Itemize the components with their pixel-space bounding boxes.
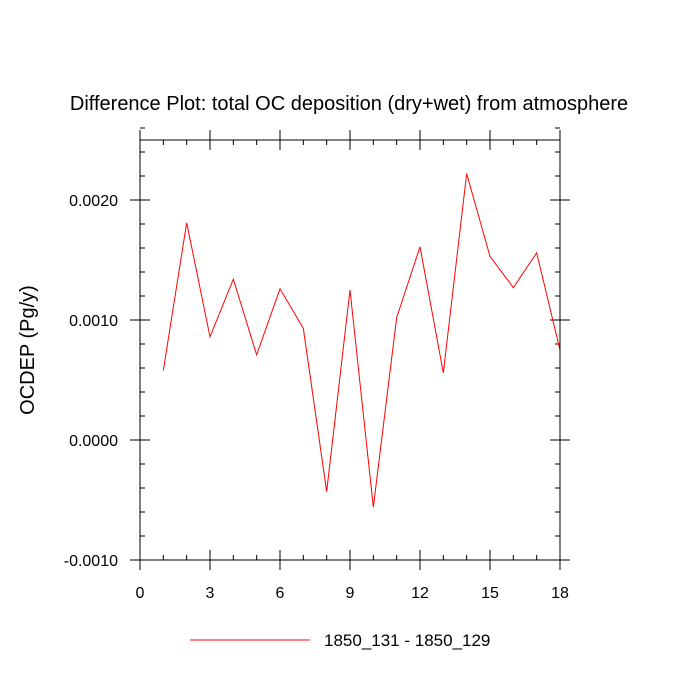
x-tick-label: 3 — [206, 585, 215, 602]
x-tick-label: 6 — [276, 585, 285, 602]
chart-title: Difference Plot: total OC deposition (dr… — [70, 93, 628, 115]
legend: 1850_131 - 1850_129 — [190, 631, 490, 650]
axis-tick-labels: 0 3 6 9 12 15 18 -0.0010 0.0000 0.0010 0.0020 — [64, 193, 569, 602]
plot-frame — [139, 139, 561, 561]
x-tick-label: 0 — [136, 585, 145, 602]
y-tick-label: 0.0000 — [69, 433, 118, 450]
y-tick-label: 0.0010 — [69, 313, 118, 330]
x-tick-label: 18 — [551, 585, 569, 602]
x-tick-label: 15 — [481, 585, 499, 602]
y-tick-label: -0.0010 — [64, 553, 118, 570]
y-tick-label: 0.0020 — [69, 193, 118, 210]
legend-label: 1850_131 - 1850_129 — [324, 631, 490, 650]
series-line — [162, 173, 561, 508]
series-layer — [162, 173, 561, 508]
x-tick-label: 9 — [346, 585, 355, 602]
y-axis-label: OCDEP (Pg/y) — [17, 285, 39, 415]
x-tick-label: 12 — [411, 585, 429, 602]
axis-ticks — [130, 127, 570, 570]
